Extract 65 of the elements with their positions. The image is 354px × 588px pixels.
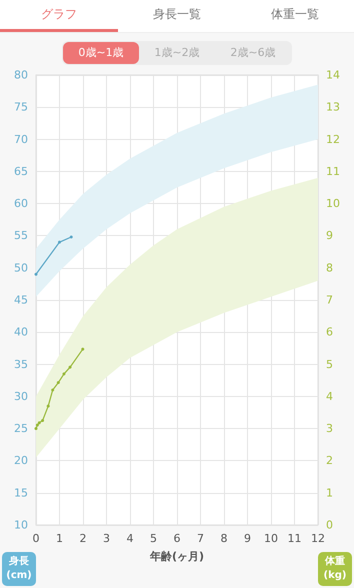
y-tick-label: 30 xyxy=(14,390,28,403)
x-axis-title: 年齢(ヶ月) xyxy=(148,550,204,563)
point xyxy=(36,424,39,427)
y2-tick-label: 6 xyxy=(326,326,333,339)
text: グラフ xyxy=(0,0,118,32)
x-tick-label: 1 xyxy=(56,532,63,545)
y2-tick-label: 5 xyxy=(326,358,333,371)
x-tick-label: 7 xyxy=(197,532,204,545)
y2-tick-label: 13 xyxy=(326,100,340,114)
y-tick-label: 60 xyxy=(14,197,28,210)
y2-tick-label: 0 xyxy=(326,518,333,532)
x-tick-label: 0 xyxy=(32,532,40,545)
x-tick-label: 5 xyxy=(150,532,157,545)
y2-tick-label: 10 xyxy=(326,197,340,210)
point xyxy=(70,236,73,238)
y-tick-label: 25 xyxy=(14,422,28,436)
point xyxy=(68,366,72,369)
x-tick-label: 4 xyxy=(126,532,134,545)
y2-tick-label: 3 xyxy=(326,422,333,436)
x-tick-label: 11 xyxy=(288,532,302,545)
height-unit-badge: 身長 (cm) xyxy=(2,552,36,586)
text: 身長一覧 xyxy=(152,6,202,23)
y2-tick-label: 14 xyxy=(326,68,340,82)
y2-tick-label: 4 xyxy=(326,390,333,403)
y-tick-label: 75 xyxy=(14,100,28,114)
weight-unit-badge: 体重 (kg) xyxy=(318,552,352,586)
y2-tick-label: 9 xyxy=(326,229,333,242)
point xyxy=(41,419,44,422)
y2-tick-label: 12 xyxy=(326,132,340,146)
text: 体重一覧 xyxy=(270,6,320,23)
point xyxy=(62,372,66,376)
point xyxy=(58,240,61,244)
line-series xyxy=(34,348,84,430)
y-tick-label: 80 xyxy=(14,68,28,82)
y-tick-label: 45 xyxy=(14,294,28,306)
x-tick-label: 2 xyxy=(80,532,86,545)
y-tick-label: 70 xyxy=(14,132,28,146)
x-tick-label: 12 xyxy=(311,532,325,545)
point xyxy=(34,427,38,430)
y-tick-label: 15 xyxy=(14,486,28,500)
text: 0歳~1歳 xyxy=(63,42,139,64)
y2-tick-label: 1 xyxy=(326,486,333,500)
x-tick-label: 6 xyxy=(174,532,180,545)
y-tick-label: 10 xyxy=(14,518,28,532)
y-tick-label: 20 xyxy=(14,454,28,468)
x-tick-label: 8 xyxy=(220,532,228,545)
point xyxy=(51,388,54,392)
y-tick-label: 40 xyxy=(14,326,28,339)
text: 2歳~6歳 xyxy=(229,45,277,61)
y2-tick-label: 8 xyxy=(326,261,333,274)
point xyxy=(38,421,41,424)
point xyxy=(46,404,50,408)
x-tick-label: 10 xyxy=(264,532,278,545)
y-tick-label: 55 xyxy=(14,229,28,242)
text: 1歳~2歳 xyxy=(153,45,201,61)
y2-tick-label: 7 xyxy=(326,294,333,306)
point xyxy=(34,272,38,276)
y-tick-label: 35 xyxy=(14,358,28,371)
x-tick-label: 3 xyxy=(103,532,110,545)
y-tick-label: 65 xyxy=(14,164,28,178)
y2-tick-label: 2 xyxy=(326,454,333,468)
y2-tick-label: 11 xyxy=(326,164,340,178)
x-tick-label: 9 xyxy=(244,532,251,545)
y-tick-label: 50 xyxy=(14,261,28,274)
point xyxy=(56,381,60,384)
